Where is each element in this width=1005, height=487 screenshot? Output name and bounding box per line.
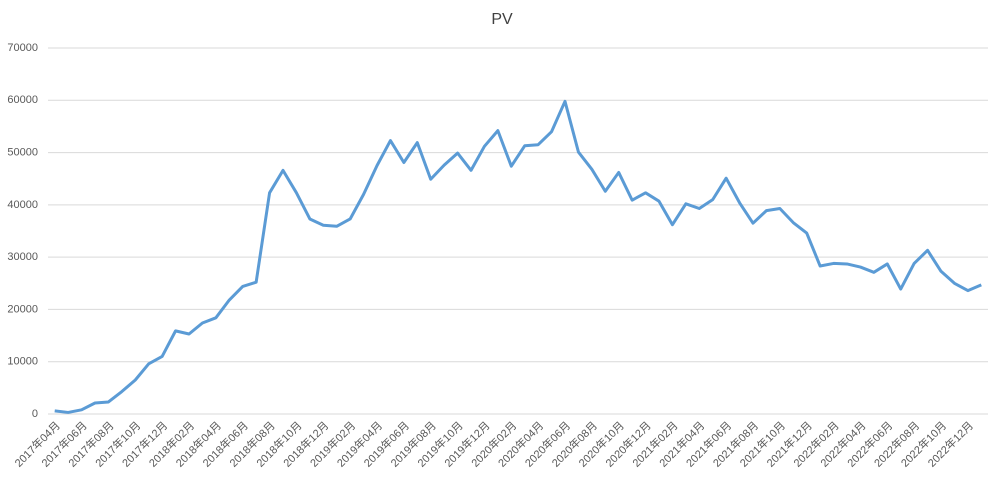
y-tick-label: 70000 xyxy=(7,42,38,54)
y-tick-label: 0 xyxy=(32,408,38,420)
chart-title: PV xyxy=(491,11,513,28)
y-tick-label: 50000 xyxy=(7,146,38,158)
line-series xyxy=(54,99,982,414)
y-tick-label: 60000 xyxy=(7,94,38,106)
y-tick-label: 40000 xyxy=(7,199,38,211)
y-tick-label: 20000 xyxy=(7,303,38,315)
y-tick-label: 30000 xyxy=(7,251,38,263)
y-tick-label: 10000 xyxy=(7,356,38,368)
